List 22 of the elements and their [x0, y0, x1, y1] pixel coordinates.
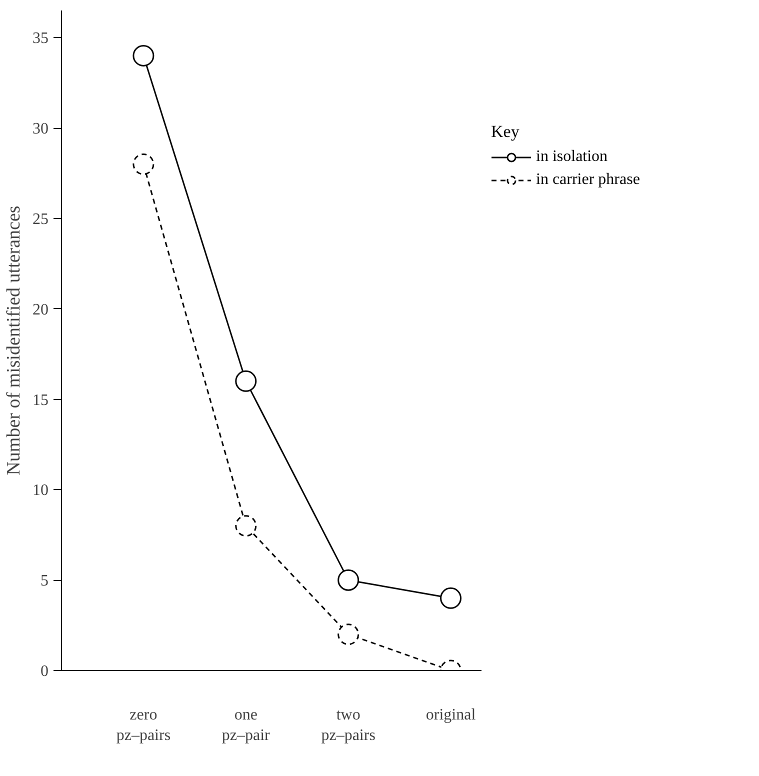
point	[235, 370, 257, 392]
point	[338, 624, 360, 646]
x-tick-label: two pz–pairs	[321, 706, 376, 744]
x-tick-label: one pz–pair	[222, 706, 271, 744]
y-tick-label: 10	[32, 482, 48, 500]
y-axis-title: Number of misidentified utterances	[4, 206, 24, 476]
y-tick-label: 30	[32, 120, 48, 138]
point	[132, 44, 154, 66]
y-tick-label: 20	[32, 301, 48, 318]
legend-label: in isolation	[536, 148, 608, 166]
y-tick-label: 5	[40, 572, 48, 590]
x-tick-label: original	[426, 706, 476, 724]
point	[235, 515, 257, 537]
legend-title: Key	[491, 122, 520, 142]
x-tick-label: zero pz–pairs	[116, 706, 171, 744]
y-tick-label: 35	[32, 30, 48, 48]
y-tick-label: 0	[40, 663, 48, 680]
y-tick-label: 15	[32, 392, 48, 409]
point	[440, 587, 462, 609]
legend-label: in carrier phrase	[536, 171, 640, 189]
point	[338, 569, 360, 591]
y-tick-label: 25	[32, 210, 48, 228]
